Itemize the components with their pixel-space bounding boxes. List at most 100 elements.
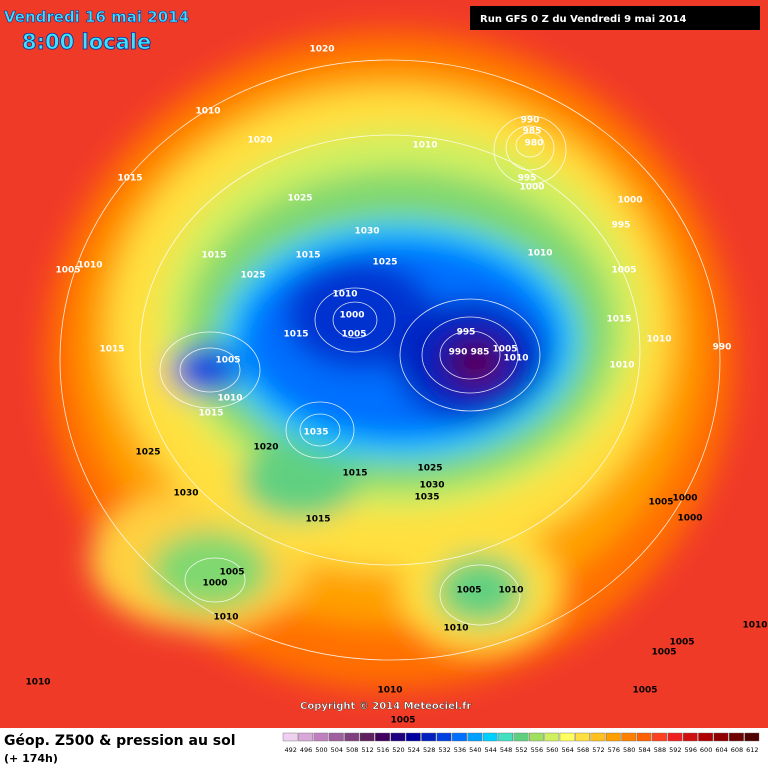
isobar-label: 985 xyxy=(471,348,490,358)
isobar-label: 1010 xyxy=(646,335,671,345)
isobar-label: 1010 xyxy=(195,107,220,117)
isobar-label: 995 xyxy=(612,221,631,231)
isobar-label: 1010 xyxy=(332,290,357,300)
scale-label: 604 xyxy=(715,746,727,754)
isobar-label: 1015 xyxy=(283,330,308,340)
isobar-label: 1015 xyxy=(342,469,367,479)
scale-label: 540 xyxy=(469,746,481,754)
isobar-label: 1015 xyxy=(295,251,320,261)
isobar-label: 1010 xyxy=(742,621,767,631)
isobar-label: 1010 xyxy=(609,361,634,371)
scale-swatch xyxy=(375,732,390,742)
scale-label: 500 xyxy=(315,746,327,754)
scale-label: 592 xyxy=(669,746,681,754)
scale-swatch xyxy=(682,732,698,742)
scale-swatch xyxy=(590,732,606,742)
scale-label: 564 xyxy=(561,746,573,754)
scale-swatch xyxy=(482,732,498,742)
isobar-label: 995 xyxy=(457,328,476,338)
isobar-label: 1015 xyxy=(606,315,631,325)
isobar-label: 1000 xyxy=(672,494,697,504)
scale-label: 588 xyxy=(654,746,666,754)
isobar-labels: 1020 1010 1020 1010 990 985 980 995 1000… xyxy=(25,45,767,726)
isobar-label: 1010 xyxy=(213,613,238,623)
scale-swatch xyxy=(282,732,298,742)
isobar-label: 1000 xyxy=(339,311,364,321)
isobar-label: 1005 xyxy=(456,586,481,596)
scale-label: 520 xyxy=(392,746,404,754)
scale-swatch xyxy=(544,732,560,742)
scale-swatch xyxy=(359,732,375,742)
scale-swatch xyxy=(667,732,683,742)
isobars xyxy=(59,59,721,661)
run-info: Run GFS 0 Z du Vendredi 9 mai 2014 xyxy=(480,14,686,25)
isobar-label: 1000 xyxy=(617,196,642,206)
isobar-label: 990 xyxy=(713,343,732,353)
scale-label: 504 xyxy=(331,746,343,754)
scale-swatch xyxy=(636,732,652,742)
scale-swatch xyxy=(436,732,452,742)
isobar-label: 1035 xyxy=(414,493,439,503)
scale-label: 560 xyxy=(546,746,558,754)
scale-label: 492 xyxy=(284,746,296,754)
scale-label: 552 xyxy=(515,746,527,754)
geopotential-field xyxy=(45,30,735,690)
isobar-label: 1010 xyxy=(217,394,242,404)
forecast-date: Vendredi 16 mai 2014 xyxy=(4,8,189,26)
isobar-label: 1025 xyxy=(417,464,442,474)
scale-label: 516 xyxy=(377,746,389,754)
scale-label: 528 xyxy=(423,746,435,754)
isobar-label: 1010 xyxy=(25,678,50,688)
isobar-label: 1025 xyxy=(240,271,265,281)
scale-label: 532 xyxy=(438,746,450,754)
isobar-label: 1015 xyxy=(201,251,226,261)
run-box xyxy=(470,6,760,30)
isobar-label: 1005 xyxy=(611,266,636,276)
isobar-label: 980 xyxy=(525,139,544,149)
isobar-label: 1010 xyxy=(412,141,437,151)
scale-label: 612 xyxy=(746,746,758,754)
scale-label: 572 xyxy=(592,746,604,754)
scale-swatch xyxy=(313,732,329,742)
scale-swatch xyxy=(452,732,467,742)
isobar-label: 1005 xyxy=(648,498,673,508)
isobar-label: 1025 xyxy=(372,258,397,268)
isobar-label: 1015 xyxy=(198,409,223,419)
scale-label: 576 xyxy=(608,746,620,754)
isobar-label: 1005 xyxy=(55,266,80,276)
scale-label: 608 xyxy=(731,746,743,754)
isobar-label: 1015 xyxy=(99,345,124,355)
isobar-label: 1035 xyxy=(303,428,328,438)
scale-swatch xyxy=(421,732,437,742)
scale-swatch xyxy=(713,732,729,742)
isobar-label: 1000 xyxy=(519,183,544,193)
scale-swatch xyxy=(698,732,714,742)
scale-swatch xyxy=(575,732,590,742)
scale-label: 556 xyxy=(531,746,543,754)
scale-swatch xyxy=(390,732,406,742)
scale-swatch xyxy=(498,732,514,742)
isobar-label: 990 xyxy=(521,116,540,126)
isobar-label: 1005 xyxy=(632,686,657,696)
scale-label: 512 xyxy=(361,746,373,754)
isobar-label: 1010 xyxy=(527,249,552,259)
isobar-label: 1030 xyxy=(173,489,198,499)
isobar-label: 1010 xyxy=(503,354,528,364)
scale-label: 536 xyxy=(454,746,466,754)
scale-label: 524 xyxy=(408,746,420,754)
scale-swatch xyxy=(405,732,421,742)
scale-swatch xyxy=(652,732,667,742)
isobar-label: 1005 xyxy=(219,568,244,578)
isobar-label: 1030 xyxy=(419,481,444,491)
isobar-label: 995 xyxy=(518,174,537,184)
isobar-label: 1005 xyxy=(669,638,694,648)
isobar-label: 1010 xyxy=(377,686,402,696)
isobar-label: 1005 xyxy=(651,648,676,658)
scale-swatch xyxy=(467,732,483,742)
scale-label: 548 xyxy=(500,746,512,754)
isobar-label: 1005 xyxy=(390,716,415,726)
scale-swatch xyxy=(528,732,544,742)
isobar-label: 1005 xyxy=(492,345,517,355)
isobar-label: 990 xyxy=(449,348,468,358)
isobar-label: 1010 xyxy=(77,261,102,271)
